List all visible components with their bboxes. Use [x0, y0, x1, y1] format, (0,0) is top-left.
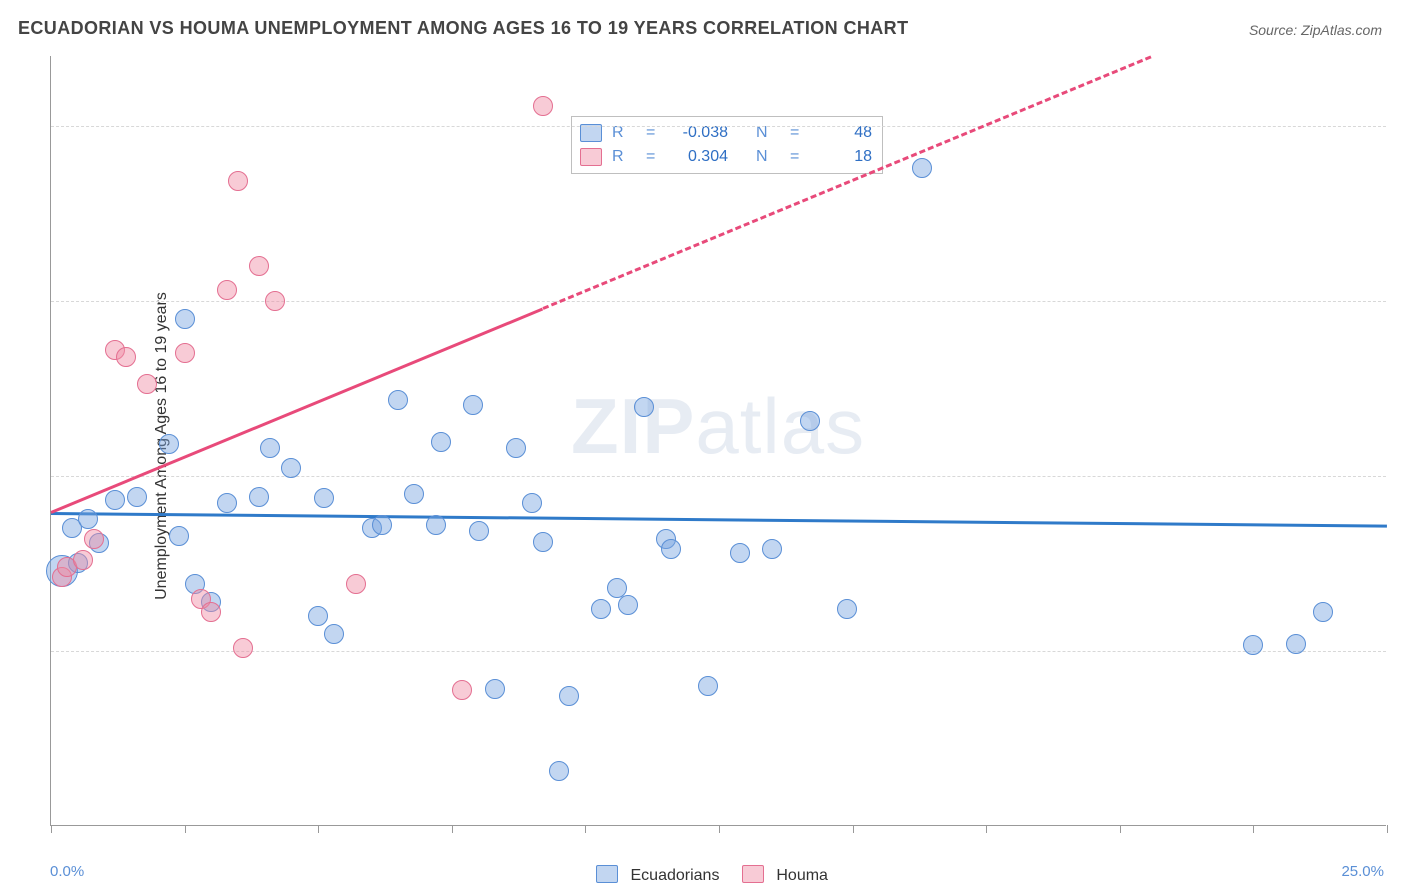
data-point	[346, 574, 366, 594]
data-point	[159, 434, 179, 454]
trend-line	[51, 512, 1387, 528]
data-point	[105, 490, 125, 510]
data-point	[228, 171, 248, 191]
x-tick	[1120, 825, 1121, 833]
data-point	[533, 96, 553, 116]
data-point	[452, 680, 472, 700]
legend-n-label: N	[756, 121, 780, 145]
stats-row-ecuadorians: R = -0.038 N = 48	[580, 121, 872, 145]
data-point	[260, 438, 280, 458]
swatch-houma-icon	[742, 865, 764, 883]
data-point	[762, 539, 782, 559]
chart-title: ECUADORIAN VS HOUMA UNEMPLOYMENT AMONG A…	[18, 18, 908, 39]
data-point	[73, 550, 93, 570]
x-tick	[719, 825, 720, 833]
data-point	[217, 280, 237, 300]
swatch-houma-icon	[580, 148, 602, 166]
x-tick	[318, 825, 319, 833]
legend-r-label: R	[612, 121, 636, 145]
watermark: ZIPatlas	[571, 381, 865, 472]
data-point	[698, 676, 718, 696]
y-tick-label: 12.5%	[1396, 643, 1406, 660]
gridline	[51, 126, 1386, 127]
x-tick	[853, 825, 854, 833]
legend-ecuadorians-label: Ecuadorians	[631, 867, 720, 884]
data-point	[426, 515, 446, 535]
x-tick	[452, 825, 453, 833]
data-point	[549, 761, 569, 781]
data-point	[372, 515, 392, 535]
data-point	[559, 686, 579, 706]
data-point	[1286, 634, 1306, 654]
data-point	[837, 599, 857, 619]
stats-legend: R = -0.038 N = 48 R = 0.304 N = 18	[571, 116, 883, 174]
data-point	[431, 432, 451, 452]
data-point	[404, 484, 424, 504]
data-point	[463, 395, 483, 415]
stats-row-houma: R = 0.304 N = 18	[580, 145, 872, 169]
data-point	[169, 526, 189, 546]
data-point	[533, 532, 553, 552]
data-point	[469, 521, 489, 541]
data-point	[249, 256, 269, 276]
gridline	[51, 476, 1386, 477]
x-tick	[1387, 825, 1388, 833]
data-point	[116, 347, 136, 367]
data-point	[233, 638, 253, 658]
data-point	[84, 529, 104, 549]
data-point	[265, 291, 285, 311]
data-point	[127, 487, 147, 507]
chart-plot-area: ZIPatlas R = -0.038 N = 48 R = 0.304 N =…	[50, 56, 1386, 826]
data-point	[634, 397, 654, 417]
data-point	[388, 390, 408, 410]
source-label: Source: ZipAtlas.com	[1249, 22, 1382, 38]
data-point	[506, 438, 526, 458]
data-point	[249, 487, 269, 507]
data-point	[591, 599, 611, 619]
x-tick	[1253, 825, 1254, 833]
legend-r-value: -0.038	[670, 121, 728, 145]
data-point	[308, 606, 328, 626]
data-point	[217, 493, 237, 513]
trend-line	[542, 56, 1151, 310]
y-tick-label: 25.0%	[1396, 468, 1406, 485]
gridline	[51, 301, 1386, 302]
data-point	[1243, 635, 1263, 655]
data-point	[522, 493, 542, 513]
y-tick-label: 50.0%	[1396, 118, 1406, 135]
x-tick	[986, 825, 987, 833]
legend-n-value: 48	[814, 121, 872, 145]
data-point	[201, 602, 221, 622]
data-point	[175, 343, 195, 363]
data-point	[912, 158, 932, 178]
data-point	[800, 411, 820, 431]
legend-houma-label: Houma	[776, 867, 828, 884]
x-tick	[51, 825, 52, 833]
y-tick-label: 37.5%	[1396, 293, 1406, 310]
x-tick	[585, 825, 586, 833]
data-point	[661, 539, 681, 559]
data-point	[137, 374, 157, 394]
data-point	[730, 543, 750, 563]
data-point	[324, 624, 344, 644]
data-point	[618, 595, 638, 615]
data-point	[314, 488, 334, 508]
swatch-ecuadorians-icon	[596, 865, 618, 883]
data-point	[175, 309, 195, 329]
data-point	[485, 679, 505, 699]
data-point	[281, 458, 301, 478]
x-tick	[185, 825, 186, 833]
data-point	[78, 509, 98, 529]
series-legend: Ecuadorians Houma	[0, 865, 1406, 885]
data-point	[1313, 602, 1333, 622]
